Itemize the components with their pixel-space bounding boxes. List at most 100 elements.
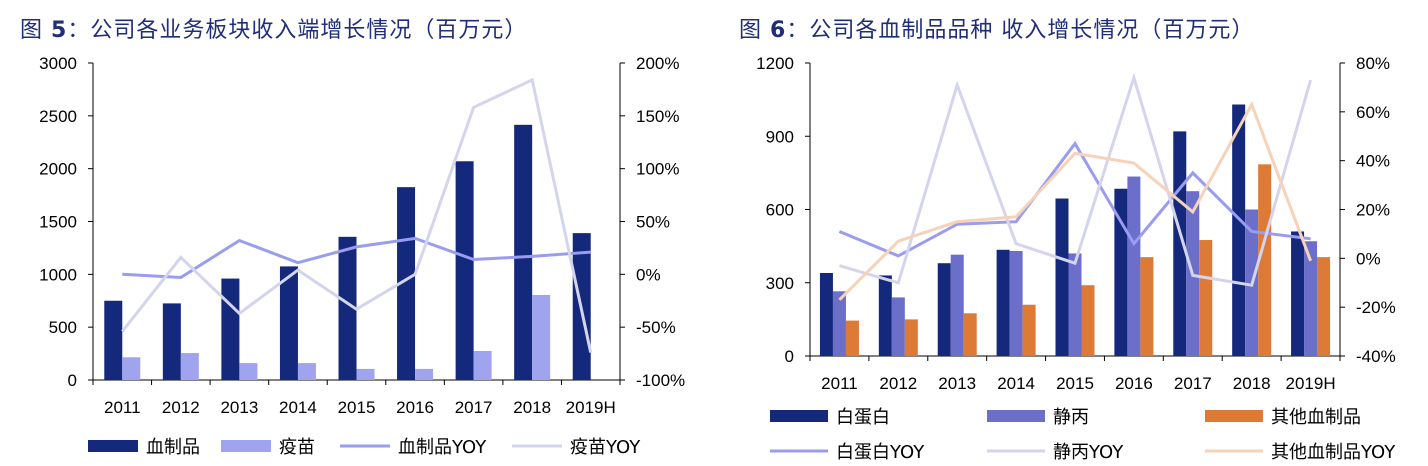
y-left-tick-label: 2000 [39, 160, 77, 179]
x-tick-label: 2019H [1286, 374, 1336, 393]
other-blood-products-yoy-line [838, 100, 1313, 301]
y-left-tick-label: 0 [68, 371, 77, 390]
figure-number: 6 [770, 18, 787, 43]
chart-panel-revenue-by-segment: 图 5：公司各业务板块收入端增长情况（百万元） 3000 2500 2000 1500… [20, 12, 685, 458]
legend-swatch-other-blood-products [1205, 410, 1263, 422]
legend-label-ivig-yoy: 静丙YOY [1053, 442, 1124, 463]
x-tick-label: 2017 [455, 398, 493, 417]
legend-label-blood-products: 血制品 [146, 437, 200, 458]
legend-label-other-blood-products-yoy: 其他血制品YOY [1271, 442, 1396, 463]
legend-label-other-blood-products: 其他血制品 [1271, 407, 1361, 428]
other-blood-products-bar [904, 319, 918, 356]
legend-label-albumin-yoy: 白蛋白YOY [836, 442, 925, 463]
albumin-yoy-line [838, 140, 1311, 258]
blood-products-bar [514, 124, 533, 380]
y-right-tick-label: 20% [1356, 201, 1390, 220]
figure-title-text: ：公司各业务板块收入端增长情况（百万元） [67, 18, 528, 43]
blood-products-bar [279, 266, 298, 380]
y-right-tick-label: 200% [636, 54, 679, 73]
y-right-tick-label: 150% [636, 107, 679, 126]
x-tick-label: 2011 [104, 398, 141, 417]
x-tick-label: 2014 [997, 374, 1035, 393]
vaccine-bar [415, 368, 434, 380]
blood-products-bar [104, 300, 123, 380]
legend-label-vaccine: 疫苗 [279, 437, 315, 458]
ivig-bar [1304, 241, 1318, 356]
legend-swatch-albumin [770, 410, 828, 422]
x-tick-label: 2011 [821, 374, 858, 393]
figure-label: 图 [20, 18, 44, 43]
other-blood-products-bar [1317, 257, 1331, 356]
legend-label-blood-products-yoy: 血制品YOY [398, 437, 487, 458]
chart-panel-revenue-by-product: 图 6：公司各血制品品种 收入增长情况（百万元） 1200 900 600 300 0 8… [735, 0, 1428, 466]
other-blood-products-bar [1022, 304, 1036, 356]
y-right-tick-label: -20% [1356, 298, 1396, 317]
figure-number: 5 [51, 18, 68, 43]
product-revenue-chart: 1200 900 600 300 0 80% 60% 40% 20% 0% -20% -40% 2011… [756, 54, 1396, 463]
vaccine-bar [297, 363, 316, 380]
blood-products-bar [221, 278, 240, 380]
legend-swatch-vaccine [221, 440, 271, 452]
y-right-tick-label: 100% [636, 160, 679, 179]
vaccine-bar [532, 294, 551, 380]
ivig-bar [950, 254, 964, 356]
albumin-bar [1232, 104, 1246, 356]
y-right-tick-label: -40% [1356, 347, 1396, 366]
y-right-tick-label: -100% [636, 371, 685, 390]
albumin-bar [937, 263, 951, 356]
ivig-bar [832, 291, 846, 356]
vaccine-bar [473, 350, 492, 380]
y-left-tick-label: 500 [49, 318, 77, 337]
blood-products-bar [455, 161, 474, 380]
other-blood-products-bar [1140, 257, 1154, 356]
other-blood-products-bar [1199, 240, 1213, 356]
other-blood-products-bar [845, 320, 859, 356]
albumin-bar [1114, 188, 1128, 356]
y-right-tick-label: 0% [1356, 249, 1381, 268]
other-blood-products-bar [1258, 164, 1272, 356]
vaccine-bar [122, 357, 141, 380]
ivig-bar [1127, 176, 1141, 356]
other-blood-products-bar [963, 313, 977, 356]
y-left-tick-label: 600 [766, 201, 794, 220]
y-right-tick-label: 50% [636, 213, 670, 232]
x-tick-label: 2017 [1174, 374, 1212, 393]
y-left-tick-label: 900 [766, 127, 794, 146]
albumin-bar [1291, 231, 1305, 356]
albumin-bar [1173, 131, 1187, 356]
other-blood-products-bar [1081, 285, 1095, 356]
ivig-yoy-line [838, 72, 1313, 287]
x-tick-label: 2012 [879, 374, 917, 393]
blood-products-bar [397, 187, 416, 380]
segment-revenue-chart: 3000 2500 2000 1500 1000 500 0 200% 150% 100% 50% 0… [39, 54, 685, 458]
x-tick-label: 2013 [938, 374, 976, 393]
vaccine-bar [356, 368, 375, 380]
x-tick-label: 2019H [566, 398, 616, 417]
ivig-bar [1068, 253, 1082, 356]
vaccine-yoy-line [121, 77, 593, 353]
x-tick-label: 2016 [396, 398, 434, 417]
y-left-tick-label: 1000 [39, 265, 77, 284]
y-right-tick-label: 60% [1356, 103, 1390, 122]
ivig-bar [891, 297, 905, 356]
blood-products-bar [338, 236, 357, 380]
y-left-tick-label: 1200 [756, 54, 794, 73]
x-tick-label: 2013 [220, 398, 258, 417]
blood-products-yoy-line [122, 236, 591, 280]
x-tick-label: 2014 [279, 398, 317, 417]
vaccine-bar [239, 363, 258, 380]
albumin-bar [878, 275, 892, 356]
x-tick-label: 2018 [513, 398, 551, 417]
legend-label-albumin: 白蛋白 [836, 407, 890, 428]
chart-title: 图 5：公司各业务板块收入端增长情况（百万元） [20, 12, 527, 44]
x-tick-label: 2015 [1056, 374, 1094, 393]
y-right-tick-label: 0% [636, 265, 661, 284]
x-tick-label: 2015 [338, 398, 376, 417]
ivig-bar [1009, 251, 1023, 356]
y-left-tick-label: 300 [766, 274, 794, 293]
chart-title: 图 6：公司各血制品品种 收入增长情况（百万元） [739, 12, 1254, 44]
x-tick-label: 2012 [162, 398, 200, 417]
albumin-bar [996, 249, 1010, 356]
legend-swatch-ivig [987, 410, 1045, 422]
figure-title-text: ：公司各血制品品种 收入增长情况（百万元） [786, 18, 1255, 43]
